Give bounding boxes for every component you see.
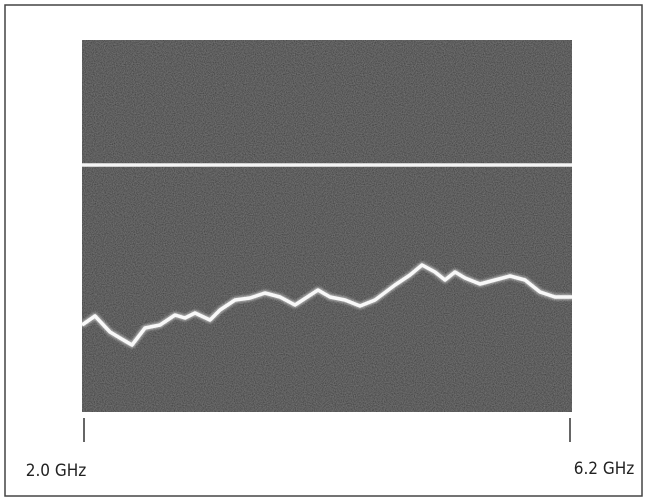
screen [82, 40, 572, 412]
end-label: 6.2 GHz [574, 459, 635, 479]
start-label: 2.0 GHz [26, 461, 87, 481]
frame [4, 4, 643, 497]
measurement-trace [81, 263, 572, 347]
